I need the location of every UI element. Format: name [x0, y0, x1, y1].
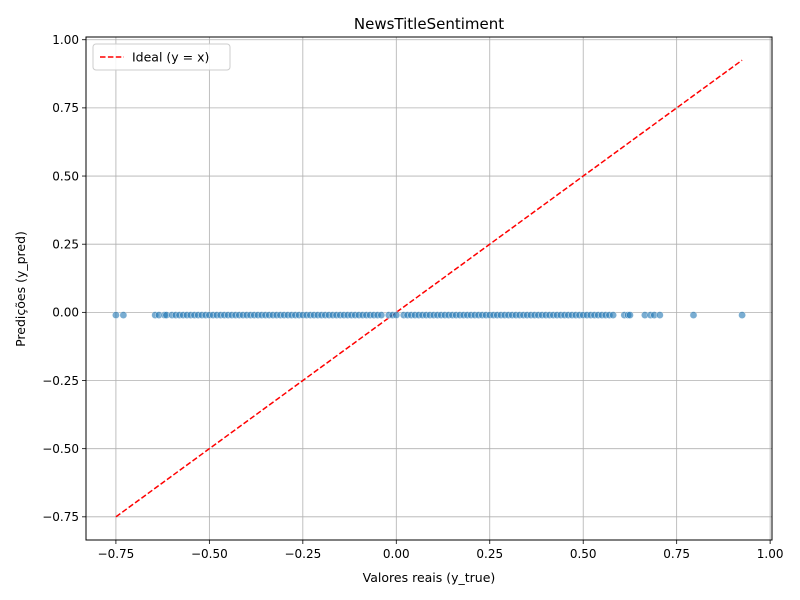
- y-tick-label: 0.75: [52, 101, 79, 115]
- y-tick-label: −0.75: [42, 510, 79, 524]
- legend: Ideal (y = x): [92, 43, 231, 71]
- y-tick-label: −0.50: [42, 442, 79, 456]
- x-tick-label: −0.75: [98, 547, 135, 561]
- scatter-point: [392, 311, 401, 319]
- scatter-point: [626, 311, 634, 319]
- y-tick-label: 0.25: [52, 237, 79, 251]
- scatter-point: [738, 311, 746, 319]
- x-tick-label: 1.00: [757, 547, 784, 561]
- y-axis-ticks: −0.75 −0.50 −0.25 0.00 0.25 0.50 0.75 1.00: [42, 33, 86, 524]
- y-axis-label: Predições (y_pred): [13, 231, 28, 347]
- y-tick-label: 1.00: [52, 33, 79, 47]
- legend-box: [92, 43, 231, 71]
- x-axis-label: Valores reais (y_true): [363, 570, 496, 585]
- y-tick-label: −0.25: [42, 374, 79, 388]
- scatter-point: [112, 311, 120, 319]
- y-tick-label: 0.00: [52, 306, 79, 320]
- x-tick-label: 0.50: [570, 547, 597, 561]
- ideal-line: [115, 59, 743, 518]
- y-tick-label: 0.50: [52, 169, 79, 183]
- x-tick-label: −0.50: [191, 547, 228, 561]
- x-tick-label: 0.00: [383, 547, 410, 561]
- scatter-point: [689, 311, 698, 319]
- scatter-point: [119, 311, 128, 319]
- x-tick-label: 0.75: [663, 547, 690, 561]
- x-tick-label: 0.25: [476, 547, 503, 561]
- x-tick-label: −0.25: [284, 547, 321, 561]
- ideal-line-layer: [115, 59, 743, 518]
- x-axis-ticks: −0.75 −0.50 −0.25 0.00 0.25 0.50 0.75 1.00: [98, 540, 784, 561]
- scatter-point: [377, 311, 386, 319]
- scatter-points: [112, 311, 746, 319]
- plot-frame: [85, 36, 773, 541]
- scatter-point: [655, 311, 664, 319]
- scatter-point: [609, 311, 617, 319]
- legend-ideal-label: Ideal (y = x): [132, 50, 209, 65]
- chart-title: NewsTitleSentiment: [354, 15, 504, 33]
